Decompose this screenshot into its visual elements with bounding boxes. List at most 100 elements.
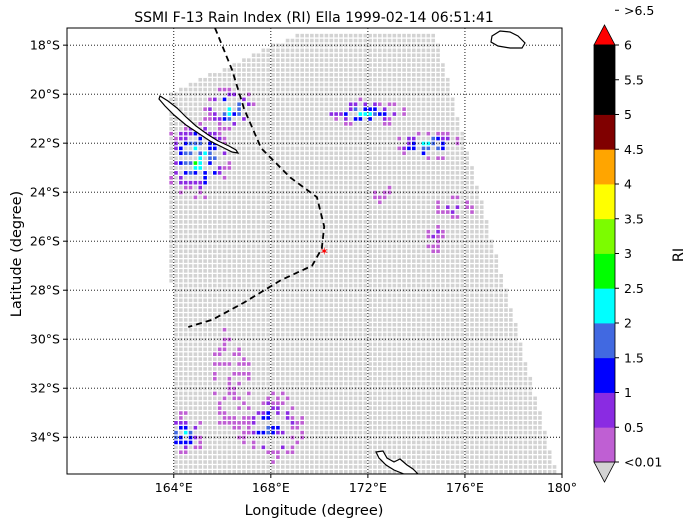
swath-point [329, 68, 334, 72]
swath-point [198, 318, 203, 322]
swath-point [494, 298, 499, 303]
swath-point [222, 136, 227, 141]
swath-point [242, 180, 246, 185]
swath-point [382, 381, 387, 386]
swath-point [232, 254, 237, 258]
swath-point [208, 367, 212, 371]
swath-point [334, 180, 338, 185]
swath-point [358, 224, 363, 229]
swath-point [198, 210, 203, 214]
swath-point [213, 244, 217, 249]
swath-point [290, 175, 295, 180]
swath-point [232, 112, 237, 116]
swath-point [509, 352, 513, 357]
swath-point [373, 141, 377, 146]
swath-point [431, 274, 435, 278]
swath-point [353, 244, 358, 249]
swath-point [382, 107, 387, 111]
swath-point [513, 396, 518, 401]
swath-point [217, 244, 222, 249]
swath-point [382, 274, 387, 278]
swath-point [271, 357, 275, 361]
swath-point [339, 362, 343, 366]
swath-point [285, 323, 290, 327]
swath-point [378, 63, 382, 67]
swath-point [310, 367, 314, 371]
swath-point [295, 166, 300, 170]
swath-point [397, 146, 402, 151]
swath-point [285, 180, 290, 185]
swath-point [227, 166, 232, 170]
swath-point [426, 131, 431, 136]
swath-point [382, 234, 387, 239]
swath-point [436, 175, 440, 180]
swath-point [324, 215, 329, 219]
swath-point [285, 327, 290, 332]
swath-point [460, 185, 465, 190]
swath-point [460, 205, 465, 209]
swath-point [528, 391, 533, 396]
swath-point [295, 274, 300, 278]
swath-point [445, 97, 450, 102]
swath-point [353, 313, 358, 317]
swath-point [217, 112, 222, 116]
swath-point [334, 318, 338, 322]
swath-point [193, 224, 198, 229]
swath-point [300, 401, 304, 406]
swath-point [358, 48, 363, 53]
swath-point [285, 381, 290, 386]
swath-point [499, 367, 503, 371]
swath-point [300, 283, 304, 288]
swath-point [421, 313, 426, 317]
swath-point [183, 141, 188, 146]
swath-point [353, 180, 358, 185]
swath-point [348, 381, 353, 386]
swath-point [465, 372, 469, 376]
swath-point [256, 376, 261, 381]
swath-point [411, 239, 416, 244]
swath-point [256, 264, 261, 268]
swath-point [179, 210, 183, 214]
swath-point [203, 151, 207, 156]
swath-point [339, 357, 343, 361]
swath-point [426, 254, 431, 258]
swath-point [310, 68, 314, 72]
swath-point [373, 391, 377, 396]
swath-point [285, 171, 290, 175]
swath-point [426, 342, 431, 347]
swath-point [300, 161, 304, 165]
swath-point [324, 239, 329, 244]
swath-point [256, 112, 261, 116]
swath-point [300, 313, 304, 317]
swath-point [339, 77, 343, 82]
swath-point [276, 308, 280, 312]
swath-point [208, 190, 212, 195]
swath-point [222, 107, 227, 111]
swath-point [319, 303, 324, 307]
swath-point [455, 308, 460, 312]
swath-point [188, 102, 193, 107]
swath-point [222, 244, 227, 249]
swath-point [431, 313, 435, 317]
swath-point [310, 97, 314, 102]
swath-point [266, 406, 270, 410]
swath-point [339, 146, 343, 151]
swath-point [208, 131, 212, 136]
swath-point [285, 367, 290, 371]
swath-point [208, 180, 212, 185]
swath-point [271, 215, 275, 219]
swath-point [426, 352, 431, 357]
swath-point [242, 288, 246, 293]
swath-point [227, 244, 232, 249]
swath-point [169, 156, 173, 160]
swath-point [193, 146, 198, 151]
swath-point [300, 77, 304, 82]
swath-point [227, 396, 232, 401]
swath-point [203, 376, 207, 381]
swath-point [217, 126, 222, 131]
swath-point [193, 362, 198, 366]
swath-point [455, 401, 460, 406]
swath-point [373, 367, 377, 371]
swath-point [314, 332, 319, 337]
swath-point [397, 372, 402, 376]
